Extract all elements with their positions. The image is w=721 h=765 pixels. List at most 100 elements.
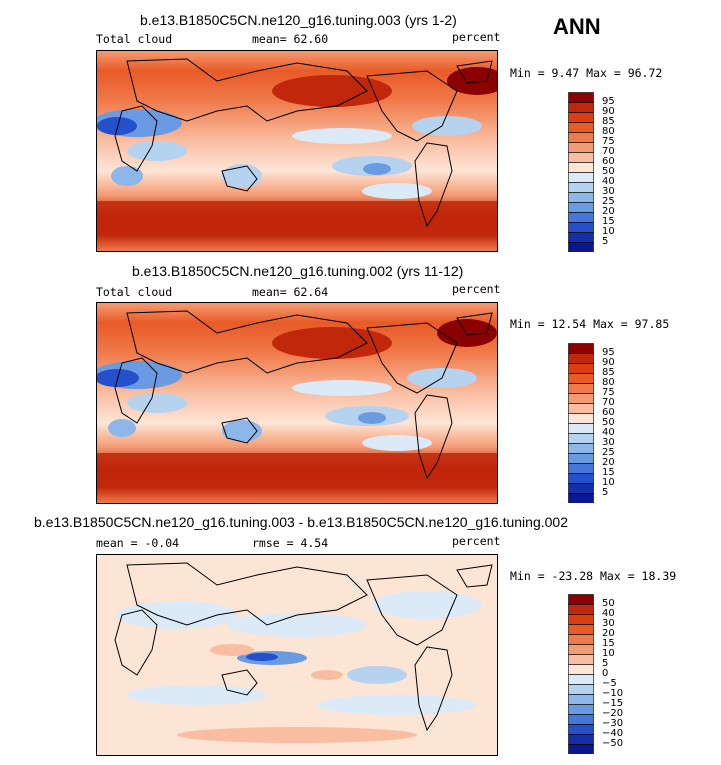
season-label: ANN: [553, 14, 601, 39]
panel-2-minmax: Min = 12.54 Max = 97.85: [510, 317, 670, 331]
colorbar-label: −40: [602, 728, 624, 739]
colorbar-box: [568, 122, 594, 133]
colorbar-label: 70: [602, 397, 615, 408]
colorbar-label: 90: [602, 357, 615, 368]
colorbar-box: [568, 383, 594, 394]
colorbar-box: [568, 232, 594, 243]
colorbar-box: [568, 634, 594, 645]
colorbar-box: [568, 734, 594, 745]
colorbar-box: [568, 744, 594, 754]
colorbar-label: 20: [602, 457, 615, 468]
colorbar-box: [568, 644, 594, 655]
colorbar-box: [568, 242, 594, 252]
panel-3-mean: mean = -0.04: [96, 536, 180, 550]
colorbar-label: 5: [602, 487, 609, 498]
colorbar-label: 5: [602, 658, 609, 669]
colorbar-box: [568, 483, 594, 494]
panel-1-colorbar: 95 90 85 80 75 70 60 50 40 30 25 20 15 10 5: [568, 92, 628, 252]
colorbar-label: −10: [602, 688, 624, 699]
colorbar-box: [568, 614, 594, 625]
colorbar-box: [568, 664, 594, 675]
colorbar-label: 75: [602, 136, 615, 147]
colorbar-label: 25: [602, 447, 615, 458]
colorbar-label: 40: [602, 427, 615, 438]
colorbar-box: [568, 92, 594, 103]
panel-2-colorbar-boxes: [568, 343, 594, 503]
colorbar-label: 20: [602, 628, 615, 639]
colorbar-box: [568, 403, 594, 414]
colorbar-label: 10: [602, 226, 615, 237]
colorbar-label: −5: [602, 678, 617, 689]
colorbar-box: [568, 112, 594, 123]
colorbar-label: 0: [602, 668, 609, 679]
colorbar-box: [568, 212, 594, 223]
colorbar-box: [568, 202, 594, 213]
colorbar-label: 50: [602, 166, 615, 177]
panel-1-colorbar-boxes: [568, 92, 594, 252]
colorbar-label: 95: [602, 347, 615, 358]
colorbar-label: 30: [602, 437, 615, 448]
colorbar-label: 30: [602, 186, 615, 197]
colorbar-label: 80: [602, 126, 615, 137]
colorbar-box: [568, 624, 594, 635]
colorbar-label: −20: [602, 708, 624, 719]
colorbar-box: [568, 684, 594, 695]
colorbar-label: 5: [602, 236, 609, 247]
colorbar-box: [568, 343, 594, 354]
colorbar-label: 80: [602, 377, 615, 388]
colorbar-label: 40: [602, 176, 615, 187]
colorbar-box: [568, 654, 594, 665]
colorbar-box: [568, 152, 594, 163]
colorbar-box: [568, 604, 594, 615]
panel-3-minmax: Min = -23.28 Max = 18.39: [510, 569, 677, 583]
colorbar-box: [568, 192, 594, 203]
colorbar-box: [568, 714, 594, 725]
panel-2-map-field: [97, 303, 497, 503]
panel-1-map-field: [97, 51, 497, 251]
colorbar-box: [568, 674, 594, 685]
panel-3-rmse: rmse = 4.54: [252, 536, 329, 550]
colorbar-box: [568, 373, 594, 384]
colorbar-label: 15: [602, 638, 615, 649]
colorbar-box: [568, 423, 594, 434]
colorbar-label: −30: [602, 718, 624, 729]
panel-1-mean: mean= 62.60: [252, 32, 329, 46]
colorbar-label: 20: [602, 206, 615, 217]
colorbar-box: [568, 102, 594, 113]
panel-1-map: [96, 50, 498, 252]
colorbar-box: [568, 694, 594, 705]
colorbar-box: [568, 704, 594, 715]
colorbar-label: −50: [602, 738, 624, 749]
colorbar-label: 75: [602, 387, 615, 398]
colorbar-box: [568, 724, 594, 735]
colorbar-box: [568, 493, 594, 503]
colorbar-label: 60: [602, 407, 615, 418]
colorbar-box: [568, 142, 594, 153]
panel-1-variable: Total cloud: [96, 32, 173, 46]
panel-2-title: b.e13.B1850C5CN.ne120_g16.tuning.002 (yr…: [132, 263, 464, 279]
colorbar-label: 70: [602, 146, 615, 157]
colorbar-label: 90: [602, 106, 615, 117]
panel-3-title: b.e13.B1850C5CN.ne120_g16.tuning.003 - b…: [34, 514, 568, 530]
colorbar-label: 50: [602, 598, 615, 609]
colorbar-label: 40: [602, 608, 615, 619]
panel-1-units: percent: [452, 30, 501, 44]
panel-1-minmax: Min = 9.47 Max = 96.72: [510, 66, 663, 80]
colorbar-box: [568, 393, 594, 404]
colorbar-label: 15: [602, 216, 615, 227]
colorbar-box: [568, 132, 594, 143]
colorbar-label: 10: [602, 477, 615, 488]
colorbar-label: 50: [602, 417, 615, 428]
panel-2-map: [96, 302, 498, 504]
colorbar-label: 95: [602, 96, 615, 107]
colorbar-label: 85: [602, 367, 615, 378]
panel-2-colorbar: 95 90 85 80 75 70 60 50 40 30 25 20 15 10 5: [568, 343, 628, 503]
panel-2-mean: mean= 62.64: [252, 285, 329, 299]
colorbar-label: 25: [602, 196, 615, 207]
colorbar-box: [568, 172, 594, 183]
colorbar-box: [568, 594, 594, 605]
panel-3-units: percent: [452, 534, 501, 548]
panel-3-colorbar: 50 40 30 20 15 10 5 0 −5 −10 −15 −20 −30 −40 −50: [568, 594, 628, 754]
colorbar-box: [568, 463, 594, 474]
colorbar-box: [568, 222, 594, 233]
